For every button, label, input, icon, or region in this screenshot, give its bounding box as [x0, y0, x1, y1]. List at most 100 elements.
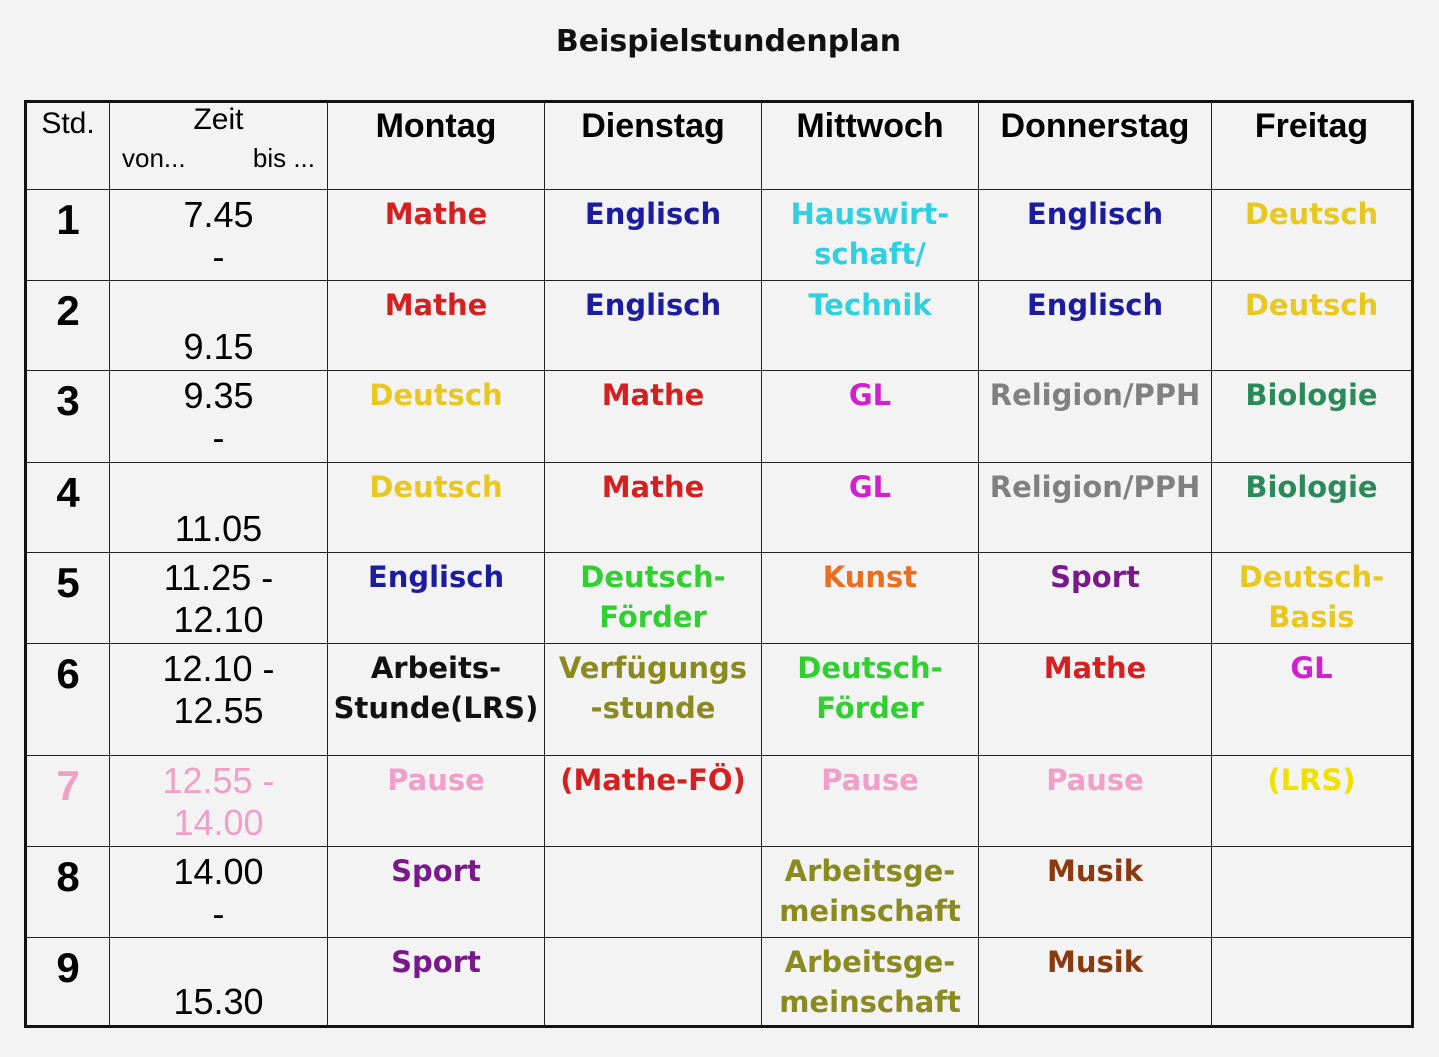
subject-line: Hauswirt-	[790, 197, 950, 231]
lesson-row: 4 11.05 Deutsch Mathe GL Religion/PPH Biologie	[25, 462, 1413, 553]
lesson-number: 4	[25, 462, 110, 553]
subject-cell: (LRS)	[1211, 755, 1413, 847]
lesson-time: 12.10 -12.55	[109, 643, 328, 756]
time-wrap: 9.15	[111, 282, 327, 370]
time-wrap: 11.05	[111, 464, 327, 552]
lesson-row: 1 7.45- Mathe Englisch Hauswirt-schaft/Engli…	[25, 189, 1413, 281]
lesson-number: 1	[25, 189, 110, 281]
subject-line: Englisch	[1026, 288, 1164, 322]
subject-line: Deutsch	[1244, 288, 1379, 322]
subject-line: Pause	[387, 763, 485, 797]
subject-cell: Sport	[327, 937, 545, 1027]
subject-line: Sport	[391, 945, 481, 979]
header-row: Std. Zeit von... bis ... Montag Dienstag Mittw…	[25, 101, 1413, 190]
subject-cell: GL	[1211, 643, 1413, 756]
subject-line: Deutsch	[369, 470, 503, 504]
lesson-row: 2 9.15 Mathe Englisch Technik Englisch Deutsch	[25, 280, 1413, 371]
subject-line: Verfügungs	[558, 651, 748, 685]
time-line: 11.05	[174, 508, 263, 549]
subject-cell: Musik	[978, 846, 1212, 938]
time-line: 12.55	[173, 690, 264, 731]
subject-line: Mathe	[601, 378, 705, 412]
lesson-number: 6	[25, 643, 110, 756]
lesson-row: 5 11.25 -12.10 Englisch Deutsch- Förder Kunst…	[25, 552, 1413, 644]
subject-line: Pause	[1046, 763, 1144, 797]
subject-cell: Arbeitsge-meinschaft	[761, 846, 979, 938]
subject-line: Deutsch-	[1238, 560, 1385, 594]
subject-cell	[1211, 846, 1413, 938]
subject-cell: Deutsch	[1211, 280, 1413, 371]
lesson-number: 3	[25, 370, 110, 463]
lesson-row: 3 9.35- Deutsch Mathe GL Religion/PPH Biologie	[25, 370, 1413, 463]
time-wrap: 12.55 -14.00	[111, 757, 327, 846]
subject-cell: Englisch	[327, 552, 545, 644]
subject-line: Arbeits-	[370, 651, 502, 685]
subject-cell: Biologie	[1211, 462, 1413, 553]
zeit-label: Zeit	[193, 103, 244, 136]
subject-cell: Technik	[761, 280, 979, 371]
lesson-time: 15.30	[109, 937, 328, 1027]
subject-cell: (Mathe-FÖ)	[544, 755, 762, 847]
zeit-range: von... bis ...	[111, 137, 327, 174]
time-wrap: 9.35-	[111, 372, 327, 462]
subject-cell: Pause	[761, 755, 979, 847]
subject-cell: Mathe	[544, 370, 762, 463]
day-header: Freitag	[1211, 101, 1413, 190]
time-line: 15.30	[173, 981, 264, 1022]
subject-cell: Mathe	[978, 643, 1212, 756]
subject-cell: Englisch	[544, 189, 762, 281]
subject-line: GL	[1290, 651, 1333, 685]
subject-line: Deutsch	[369, 378, 503, 412]
subject-line: -stunde	[590, 691, 716, 725]
subject-line: Basis	[1268, 600, 1355, 634]
subject-line: Förder	[816, 691, 924, 725]
subject-cell: Deutsch- Förder	[761, 643, 979, 756]
subject-line: Deutsch-	[797, 651, 943, 685]
subject-line: schaft/	[814, 237, 926, 271]
subject-cell	[544, 937, 762, 1027]
subject-line: Förder	[599, 600, 707, 634]
header-zeit: Zeit von... bis ...	[109, 101, 328, 190]
day-header: Mittwoch	[761, 101, 979, 190]
time-wrap: 12.10 -12.55	[111, 645, 327, 755]
zeit-from: von...	[122, 143, 186, 173]
lesson-row: 6 12.10 -12.55 Arbeits- Stunde(LRS) Verfügun…	[25, 643, 1413, 756]
subject-line: (Mathe-FÖ)	[560, 763, 746, 797]
subject-cell: Religion/PPH	[978, 462, 1212, 553]
subject-line: GL	[848, 378, 892, 412]
subject-cell: Verfügungs -stunde	[544, 643, 762, 756]
subject-line: Pause	[821, 763, 919, 797]
subject-cell: Mathe	[327, 280, 545, 371]
subject-cell: GL	[761, 370, 979, 463]
subject-cell: Kunst	[761, 552, 979, 644]
subject-line: Mathe	[384, 197, 488, 231]
lesson-number: 9	[25, 937, 110, 1027]
subject-cell: Deutsch	[327, 462, 545, 553]
subject-cell: Deutsch- Förder	[544, 552, 762, 644]
subject-line: Englisch	[584, 288, 722, 322]
subject-line: Mathe	[1043, 651, 1147, 685]
time-line: 11.25 -	[163, 557, 274, 598]
subject-cell: Englisch	[544, 280, 762, 371]
title: Beispielstundenplan	[555, 24, 902, 59]
subject-line: Englisch	[584, 197, 722, 231]
lesson-row: 9 15.30 Sport Arbeitsge-meinschaft Musik	[25, 937, 1413, 1027]
subject-cell: Deutsch	[1211, 189, 1413, 281]
lesson-time: 11.05	[109, 462, 328, 553]
subject-cell: Religion/PPH	[978, 370, 1212, 463]
subject-line: Religion/PPH	[989, 470, 1201, 504]
time-line: 9.15	[183, 326, 254, 367]
header-std: Std.	[25, 101, 110, 190]
lesson-time: 9.15	[109, 280, 328, 371]
subject-cell: Arbeitsge-meinschaft	[761, 937, 979, 1027]
subject-line: Stunde(LRS)	[333, 691, 539, 725]
subject-line: GL	[848, 470, 892, 504]
subject-line: Religion/PPH	[989, 378, 1201, 412]
time-wrap: 7.45-	[111, 191, 327, 280]
subject-line: Englisch	[367, 560, 505, 594]
lesson-number: 5	[25, 552, 110, 644]
subject-cell: Pause	[978, 755, 1212, 847]
subject-line: Mathe	[384, 288, 488, 322]
subject-line: Arbeitsge-	[784, 945, 956, 979]
subject-line: meinschaft	[779, 985, 961, 1019]
